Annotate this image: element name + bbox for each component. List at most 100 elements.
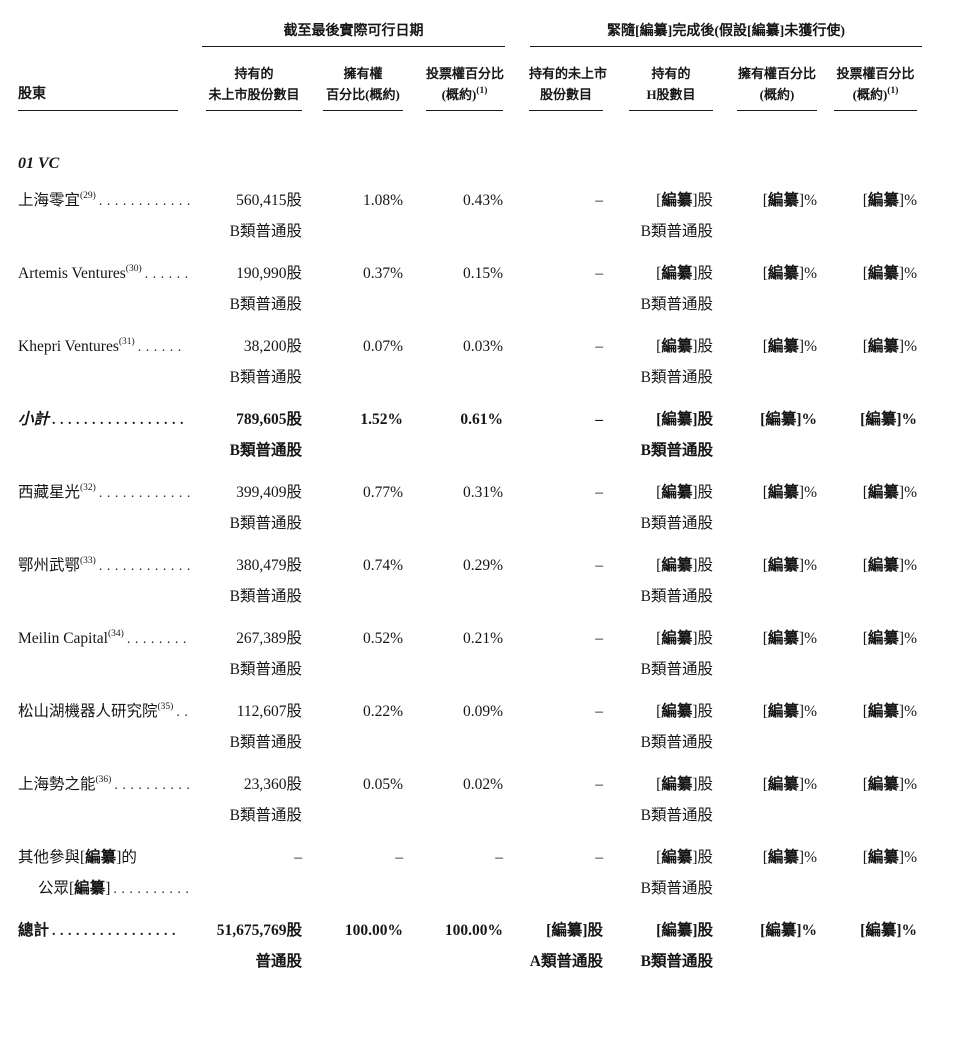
cell-ownership-percentage: – xyxy=(395,849,403,866)
table-row: 上海勢之能(36).......... 23,360股 B類普通股 0.05% … xyxy=(18,769,966,831)
cell-ownership-percentage: 100.00% xyxy=(344,922,403,939)
cell-unlisted-shares-held: 399,409股 B類普通股 xyxy=(229,484,302,532)
cell-shareholder: Meilin Capital(34)........ xyxy=(18,628,191,647)
cell-ownership-percentage: 1.08% xyxy=(362,192,403,209)
column-header-unlisted-shares-after: 持有的未上市 股份數目 xyxy=(503,63,607,111)
cell-voting-percentage: 0.15% xyxy=(462,265,503,282)
cell-unlisted-shares-held: 51,675,769股 普通股 xyxy=(216,922,302,970)
cell-ownership-percentage-after: [編纂]% xyxy=(762,192,817,209)
table-row: 小計................. 789,605股 B類普通股 1.52%… xyxy=(18,404,966,466)
table-row: 總計................ 51,675,769股 普通股 100.0… xyxy=(18,915,966,977)
cell-unlisted-shares-held: – xyxy=(294,849,302,866)
cell-ownership-percentage: 0.37% xyxy=(362,265,403,282)
table-group-header-row: 截至最後實際可行日期 緊隨[編纂]完成後(假設[編纂]未獲行使) xyxy=(0,0,966,47)
column-header-h-shares: 持有的 H股數目 xyxy=(603,63,713,111)
cell-h-shares: [編纂]股 B類普通股 xyxy=(640,703,713,751)
cell-h-shares: [編纂]股 B類普通股 xyxy=(640,411,713,459)
cell-shareholder: Khepri Ventures(31)...... xyxy=(18,336,186,355)
cell-voting-percentage: 0.09% xyxy=(462,703,503,720)
cell-voting-percentage-after: [編纂]% xyxy=(862,557,917,574)
cell-ownership-percentage: 0.05% xyxy=(362,776,403,793)
cell-unlisted-shares-after: – xyxy=(595,338,603,355)
cell-voting-percentage-after: [編纂]% xyxy=(862,776,917,793)
group-header-post-completion: 緊隨[編纂]完成後(假設[編纂]未獲行使) xyxy=(530,21,922,47)
cell-ownership-percentage-after: [編纂]% xyxy=(762,630,817,647)
cell-voting-percentage-after: [編纂]% xyxy=(862,265,917,282)
group-header-latest-practicable-date: 截至最後實際可行日期 xyxy=(202,21,505,47)
cell-unlisted-shares-held: 560,415股 B類普通股 xyxy=(229,192,302,240)
cell-ownership-percentage-after: [編纂]% xyxy=(762,849,817,866)
cell-shareholder: 上海零宜(29)............ xyxy=(18,190,195,209)
cell-voting-percentage-after: [編纂]% xyxy=(862,630,917,647)
cell-unlisted-shares-held: 23,360股 B類普通股 xyxy=(229,776,302,824)
cell-unlisted-shares-after: – xyxy=(595,776,603,793)
cell-voting-percentage: – xyxy=(495,849,503,866)
cell-unlisted-shares-after: – xyxy=(595,849,603,866)
table-row: Meilin Capital(34)........ 267,389股 B類普通… xyxy=(18,623,966,685)
cell-ownership-percentage-after: [編纂]% xyxy=(762,557,817,574)
table-column-header-row: 股東 持有的 未上市股份數目 擁有權 百分比(概約) 投票權百分比 (概約)(1) 持… xyxy=(18,63,966,111)
section-label-01vc: 01 VC xyxy=(18,155,60,172)
column-header-voting-percentage-after: 投票權百分比 (概約)(1) xyxy=(817,63,917,111)
cell-voting-percentage: 100.00% xyxy=(444,922,503,939)
cell-h-shares: [編纂]股 B類普通股 xyxy=(640,922,713,970)
cell-ownership-percentage: 0.07% xyxy=(362,338,403,355)
cell-ownership-percentage-after: [編纂]% xyxy=(760,411,817,428)
cell-voting-percentage: 0.02% xyxy=(462,776,503,793)
cell-voting-percentage-after: [編纂]% xyxy=(862,338,917,355)
cell-ownership-percentage: 0.52% xyxy=(362,630,403,647)
cell-voting-percentage-after: [編纂]% xyxy=(862,703,917,720)
cell-unlisted-shares-held: 789,605股 B類普通股 xyxy=(229,411,302,459)
cell-voting-percentage-after: [編纂]% xyxy=(862,849,917,866)
cell-ownership-percentage-after: [編纂]% xyxy=(762,484,817,501)
cell-unlisted-shares-held: 38,200股 B類普通股 xyxy=(229,338,302,386)
column-header-ownership-percentage: 擁有權 百分比(概約) xyxy=(302,63,403,111)
table-row: 其他參與[編纂]的 公眾[編纂].......... – – – – [編纂]股… xyxy=(18,842,966,904)
table-row: Khepri Ventures(31)...... 38,200股 B類普通股 … xyxy=(18,331,966,393)
cell-h-shares: [編纂]股 B類普通股 xyxy=(640,849,713,897)
cell-voting-percentage-after: [編纂]% xyxy=(860,411,917,428)
cell-unlisted-shares-after: – xyxy=(595,484,603,501)
cell-shareholder: 其他參與[編纂]的 公眾[編纂].......... xyxy=(18,849,194,897)
table-row: Artemis Ventures(30)...... 190,990股 B類普通… xyxy=(18,258,966,320)
cell-unlisted-shares-after: – xyxy=(595,630,603,647)
cell-unlisted-shares-held: 267,389股 B類普通股 xyxy=(229,630,302,678)
cell-ownership-percentage: 0.22% xyxy=(362,703,403,720)
table-row: 上海零宜(29)............ 560,415股 B類普通股 1.08… xyxy=(18,185,966,247)
cell-shareholder: 松山湖機器人研究院(35).. xyxy=(18,701,193,720)
cell-voting-percentage: 0.31% xyxy=(462,484,503,501)
cell-ownership-percentage-after: [編纂]% xyxy=(762,703,817,720)
cell-voting-percentage: 0.29% xyxy=(462,557,503,574)
table-body: 上海零宜(29)............ 560,415股 B類普通股 1.08… xyxy=(0,185,966,977)
cell-shareholder: 鄂州武鄂(33)............ xyxy=(18,555,195,574)
cell-h-shares: [編纂]股 B類普通股 xyxy=(640,338,713,386)
cell-unlisted-shares-held: 112,607股 B類普通股 xyxy=(229,703,302,751)
cell-voting-percentage-after: [編纂]% xyxy=(860,922,917,939)
cell-shareholder: Artemis Ventures(30)...... xyxy=(18,263,193,282)
cell-ownership-percentage: 1.52% xyxy=(360,411,403,428)
column-header-ownership-percentage-after: 擁有權百分比 (概約) xyxy=(713,63,817,111)
table-row: 鄂州武鄂(33)............ 380,479股 B類普通股 0.74… xyxy=(18,550,966,612)
cell-shareholder: 總計................ xyxy=(18,922,181,939)
cell-voting-percentage: 0.61% xyxy=(460,411,503,428)
cell-voting-percentage: 0.21% xyxy=(462,630,503,647)
cell-ownership-percentage: 0.77% xyxy=(362,484,403,501)
cell-h-shares: [編纂]股 B類普通股 xyxy=(640,484,713,532)
cell-ownership-percentage-after: [編纂]% xyxy=(762,265,817,282)
cell-ownership-percentage-after: [編纂]% xyxy=(760,922,817,939)
cell-voting-percentage-after: [編纂]% xyxy=(862,192,917,209)
cell-ownership-percentage: 0.74% xyxy=(362,557,403,574)
cell-h-shares: [編纂]股 B類普通股 xyxy=(640,265,713,313)
column-header-shareholder: 股東 xyxy=(18,63,190,111)
cell-voting-percentage: 0.43% xyxy=(462,192,503,209)
cell-h-shares: [編纂]股 B類普通股 xyxy=(640,192,713,240)
cell-voting-percentage-after: [編纂]% xyxy=(862,484,917,501)
cell-h-shares: [編纂]股 B類普通股 xyxy=(640,630,713,678)
cell-h-shares: [編纂]股 B類普通股 xyxy=(640,776,713,824)
column-header-voting-percentage: 投票權百分比 (概約)(1) xyxy=(403,63,504,111)
cell-unlisted-shares-after: – xyxy=(595,557,603,574)
cell-unlisted-shares-after: – xyxy=(595,265,603,282)
cell-h-shares: [編纂]股 B類普通股 xyxy=(640,557,713,605)
cell-unlisted-shares-after: [編纂]股 A類普通股 xyxy=(529,922,603,970)
